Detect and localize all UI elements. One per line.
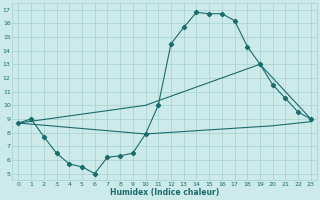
X-axis label: Humidex (Indice chaleur): Humidex (Indice chaleur) <box>110 188 219 197</box>
